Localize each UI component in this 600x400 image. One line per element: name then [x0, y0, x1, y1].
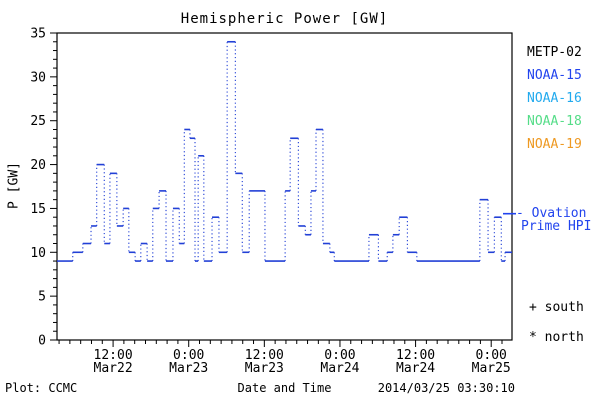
plot-box — [56, 32, 513, 341]
footer-plot-source: Plot: CCMC — [5, 381, 78, 395]
y-tick-label: 15 — [30, 202, 46, 217]
y-tick-label: 5 — [38, 290, 46, 305]
x-tick-time-label: 0:00 — [476, 348, 507, 363]
y-tick-label: 35 — [30, 27, 46, 42]
x-tick-date-label: Mar24 — [320, 361, 359, 376]
y-tick-label: 0 — [38, 334, 46, 349]
y-tick-label: 25 — [30, 114, 46, 129]
y-tick-label: 20 — [30, 158, 46, 173]
legend-item-noaa-18: NOAA-18 — [527, 114, 582, 129]
x-tick-time-label: 12:00 — [396, 348, 435, 363]
satellite-legend: METP-02 NOAA-15 NOAA-16 NOAA-18 NOAA-19 — [527, 46, 582, 161]
x-tick-date-label: Mar23 — [245, 361, 284, 376]
x-tick-time-label: 12:00 — [94, 348, 133, 363]
chart-title: Hemispheric Power [GW] — [180, 11, 389, 27]
x-tick-date-label: Mar24 — [396, 361, 435, 376]
ovation-legend-line2: Prime HPI — [521, 219, 592, 234]
y-axis-ticks: 0 5 10 15 20 25 30 35 — [30, 27, 57, 349]
x-tick-date-label: Mar23 — [169, 361, 208, 376]
x-tick-time-label: 0:00 — [173, 348, 204, 363]
y-tick-label: 10 — [30, 246, 46, 261]
x-tick-time-label: 0:00 — [324, 348, 355, 363]
legend-item-noaa-15: NOAA-15 — [527, 68, 582, 83]
legend-item-noaa-19: NOAA-19 — [527, 137, 582, 152]
x-tick-date-label: Mar22 — [94, 361, 133, 376]
x-tick-date-label: Mar25 — [472, 361, 511, 376]
legend-item-noaa-16: NOAA-16 — [527, 91, 582, 106]
footer-timestamp: 2014/03/25 03:30:10 — [377, 381, 515, 395]
y-tick-label: 30 — [30, 70, 46, 85]
x-tick-time-label: 12:00 — [245, 348, 284, 363]
y-axis-label: P [GW] — [6, 162, 22, 209]
data-series — [57, 40, 512, 262]
x-axis-ticks: 12:00Mar220:00Mar2312:00Mar230:00Mar2412… — [58, 340, 511, 376]
x-axis-title: Date and Time — [237, 381, 332, 395]
south-marker-label: + south — [529, 300, 584, 315]
north-marker-label: * north — [529, 330, 584, 345]
legend-item-metp-02: METP-02 — [527, 45, 582, 60]
ovation-legend-line1: - Ovation — [516, 206, 587, 221]
